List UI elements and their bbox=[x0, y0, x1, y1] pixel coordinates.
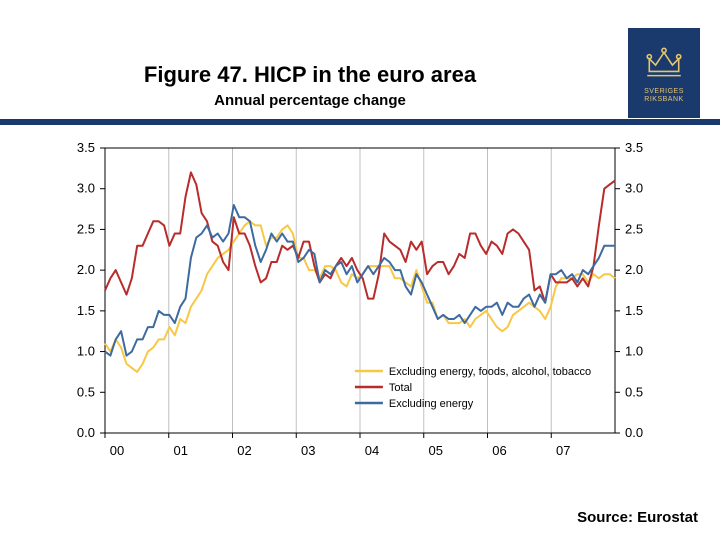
brand-bottom: RIKSBANK bbox=[644, 96, 683, 103]
ylabel-left: 3.0 bbox=[77, 181, 95, 196]
chart-svg: 0.0 0.0 0.5 0.5 1.0 1.0 1.5 1.5 2.0 2.0 2.5 2.5 3.0 3… bbox=[60, 140, 660, 480]
xlabel: 00 bbox=[110, 443, 124, 458]
figure-subtitle: Annual percentage change bbox=[0, 92, 620, 109]
ylabel-right: 3.5 bbox=[625, 140, 643, 155]
crown-icon bbox=[643, 42, 685, 84]
header-bar: SVERIGES RIKSBANK Figure 47. HICP in the… bbox=[0, 0, 720, 125]
ylabel-right: 0.0 bbox=[625, 425, 643, 440]
xlabel: 04 bbox=[365, 443, 379, 458]
figure-title: Figure 47. HICP in the euro area bbox=[0, 62, 620, 88]
ylabel-left: 0.0 bbox=[77, 425, 95, 440]
legend-label: Excluding energy bbox=[389, 398, 474, 410]
legend-label: Total bbox=[389, 382, 412, 394]
brand-top: SVERIGES bbox=[644, 88, 684, 95]
xlabel: 03 bbox=[301, 443, 315, 458]
xlabel: 02 bbox=[237, 443, 251, 458]
ylabel-right: 2.0 bbox=[625, 262, 643, 277]
ylabel-left: 2.5 bbox=[77, 221, 95, 236]
ylabel-right: 2.5 bbox=[625, 221, 643, 236]
riksbank-logo: SVERIGES RIKSBANK bbox=[628, 28, 700, 118]
brand-text: SVERIGES RIKSBANK bbox=[644, 88, 684, 103]
ylabel-right: 0.5 bbox=[625, 384, 643, 399]
slide: SVERIGES RIKSBANK Figure 47. HICP in the… bbox=[0, 0, 720, 540]
ylabel-right: 1.5 bbox=[625, 303, 643, 318]
ylabel-left: 1.0 bbox=[77, 344, 95, 359]
ylabel-left: 3.5 bbox=[77, 140, 95, 155]
line-chart: 0.0 0.0 0.5 0.5 1.0 1.0 1.5 1.5 2.0 2.0 2.5 2.5 3.0 3… bbox=[60, 140, 660, 480]
legend-label: Excluding energy, foods, alcohol, tobacc… bbox=[389, 366, 591, 378]
ylabel-left: 0.5 bbox=[77, 384, 95, 399]
xlabel: 05 bbox=[429, 443, 443, 458]
source-text: Source: Eurostat bbox=[577, 509, 698, 526]
xlabel: 01 bbox=[174, 443, 188, 458]
ylabel-left: 1.5 bbox=[77, 303, 95, 318]
xlabel: 07 bbox=[556, 443, 570, 458]
xlabel: 06 bbox=[492, 443, 506, 458]
ylabel-right: 1.0 bbox=[625, 344, 643, 359]
ylabel-right: 3.0 bbox=[625, 181, 643, 196]
ylabel-left: 2.0 bbox=[77, 262, 95, 277]
